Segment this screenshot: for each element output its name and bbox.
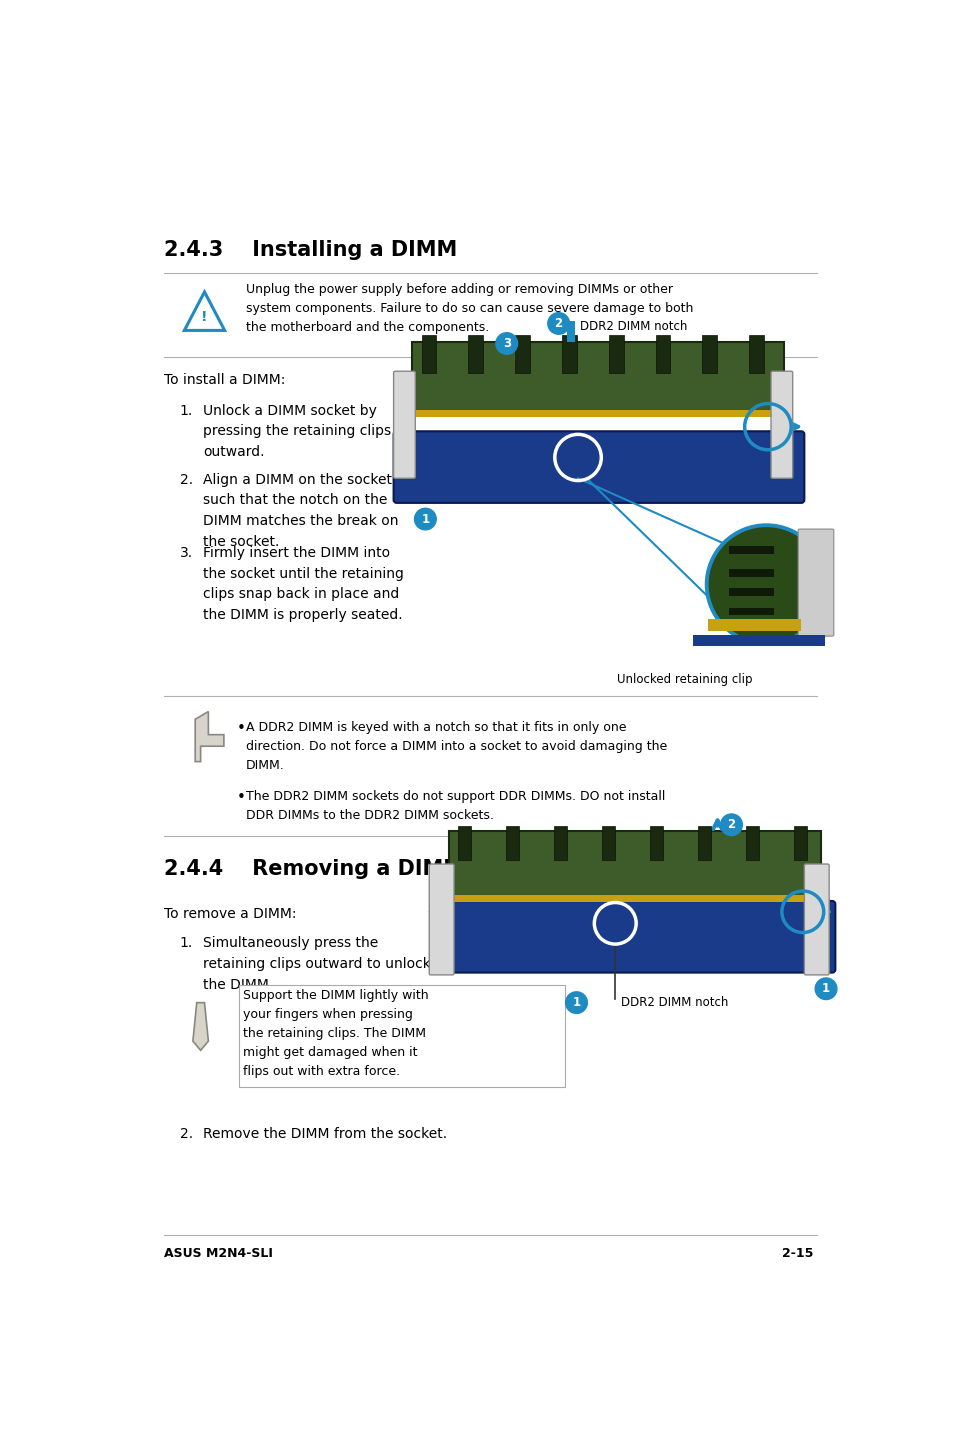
Bar xyxy=(707,620,801,631)
Text: 2: 2 xyxy=(554,316,562,329)
Bar xyxy=(567,321,575,342)
Text: Unplug the power supply before adding or removing DIMMs or other
system componen: Unplug the power supply before adding or… xyxy=(245,283,692,334)
Bar xyxy=(416,410,783,417)
Text: •: • xyxy=(236,720,245,736)
FancyBboxPatch shape xyxy=(430,902,835,972)
Text: Remove the DIMM from the socket.: Remove the DIMM from the socket. xyxy=(203,1127,447,1142)
FancyBboxPatch shape xyxy=(394,431,803,503)
Bar xyxy=(728,608,773,615)
Text: DDR2 DIMM notch: DDR2 DIMM notch xyxy=(579,321,687,334)
Bar xyxy=(554,827,566,860)
Text: 1: 1 xyxy=(821,982,829,995)
Text: Simultaneously press the
retaining clips outward to unlock
the DIMM.: Simultaneously press the retaining clips… xyxy=(203,936,431,992)
Polygon shape xyxy=(195,712,224,762)
Bar xyxy=(701,335,717,372)
FancyBboxPatch shape xyxy=(394,371,415,479)
Text: 2.4.3    Installing a DIMM: 2.4.3 Installing a DIMM xyxy=(164,240,457,260)
Text: Align a DIMM on the socket
such that the notch on the
DIMM matches the break on
: Align a DIMM on the socket such that the… xyxy=(203,473,398,549)
Text: 3.: 3. xyxy=(179,546,193,559)
Bar xyxy=(793,827,806,860)
Circle shape xyxy=(565,992,587,1014)
FancyBboxPatch shape xyxy=(798,529,833,636)
Bar xyxy=(608,335,623,372)
Bar xyxy=(448,831,820,896)
FancyBboxPatch shape xyxy=(803,864,828,975)
FancyBboxPatch shape xyxy=(770,371,792,479)
Text: 2: 2 xyxy=(727,818,735,831)
Bar xyxy=(728,588,773,597)
Text: 3: 3 xyxy=(502,336,510,349)
Text: 2-15: 2-15 xyxy=(781,1247,813,1260)
Text: ASUS M2N4-SLI: ASUS M2N4-SLI xyxy=(164,1247,273,1260)
Bar xyxy=(561,335,577,372)
Text: •: • xyxy=(236,789,245,805)
Text: Unlock a DIMM socket by
pressing the retaining clips
outward.: Unlock a DIMM socket by pressing the ret… xyxy=(203,404,391,459)
Bar xyxy=(728,569,773,577)
Bar xyxy=(655,335,670,372)
Text: The DDR2 DIMM sockets do not support DDR DIMMs. DO not install
DDR DIMMs to the : The DDR2 DIMM sockets do not support DDR… xyxy=(245,789,664,823)
Bar xyxy=(515,335,529,372)
Text: Support the DIMM lightly with
your fingers when pressing
the retaining clips. Th: Support the DIMM lightly with your finge… xyxy=(243,989,429,1077)
Circle shape xyxy=(706,525,825,644)
Bar xyxy=(728,546,773,554)
Bar xyxy=(452,894,820,902)
Text: !: ! xyxy=(201,309,208,324)
Bar xyxy=(421,335,436,372)
Text: To install a DIMM:: To install a DIMM: xyxy=(164,372,285,387)
Polygon shape xyxy=(193,1002,208,1050)
Bar xyxy=(505,827,518,860)
Text: DDR2 DIMM notch: DDR2 DIMM notch xyxy=(620,997,728,1009)
Text: 1.: 1. xyxy=(179,936,193,951)
Bar xyxy=(601,827,615,860)
Bar xyxy=(239,985,564,1087)
Bar xyxy=(649,827,662,860)
Text: Firmly insert the DIMM into
the socket until the retaining
clips snap back in pl: Firmly insert the DIMM into the socket u… xyxy=(203,546,403,621)
Bar xyxy=(412,342,783,411)
FancyBboxPatch shape xyxy=(429,864,454,975)
Circle shape xyxy=(720,814,741,835)
Text: Unlocked retaining clip: Unlocked retaining clip xyxy=(617,673,752,686)
Bar xyxy=(697,827,710,860)
Bar xyxy=(468,335,482,372)
Text: 1.: 1. xyxy=(179,404,193,417)
Text: A DDR2 DIMM is keyed with a notch so that it fits in only one
direction. Do not : A DDR2 DIMM is keyed with a notch so tha… xyxy=(245,720,666,772)
Bar xyxy=(692,634,823,646)
Circle shape xyxy=(415,508,436,529)
Text: 1: 1 xyxy=(572,997,580,1009)
Circle shape xyxy=(547,312,569,334)
Bar xyxy=(748,335,763,372)
Bar xyxy=(457,827,471,860)
Text: To remove a DIMM:: To remove a DIMM: xyxy=(164,907,296,922)
Text: 1: 1 xyxy=(421,512,429,525)
Text: 2.: 2. xyxy=(179,473,193,487)
Circle shape xyxy=(815,978,836,999)
Circle shape xyxy=(496,332,517,354)
Text: 2.: 2. xyxy=(179,1127,193,1142)
Text: 2.4.4    Removing a DIMM: 2.4.4 Removing a DIMM xyxy=(164,860,464,880)
Bar xyxy=(745,827,758,860)
